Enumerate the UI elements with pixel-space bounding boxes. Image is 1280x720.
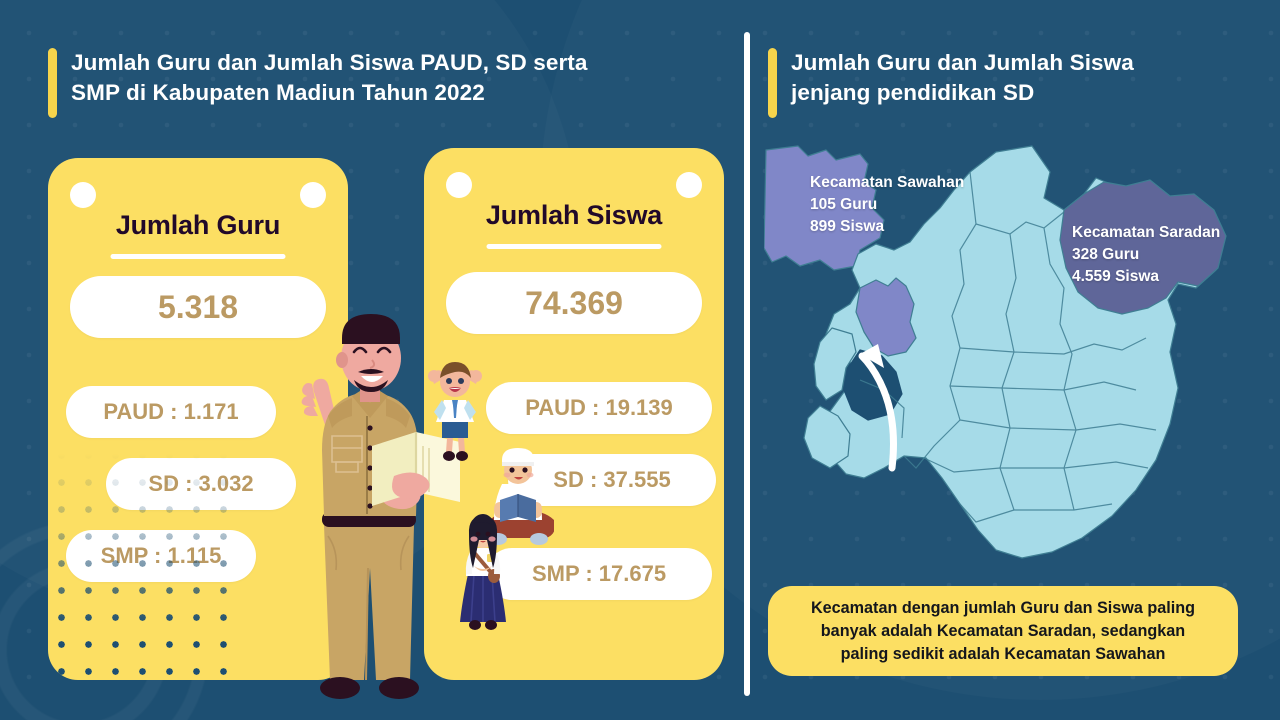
madiun-regency-map xyxy=(764,138,1274,568)
summary-note-box: Kecamatan dengan jumlah Guru dan Siswa p… xyxy=(768,586,1238,676)
card-jumlah-guru: Jumlah Guru 5.318 PAUD : 1.171 SD : 3.03… xyxy=(48,158,348,680)
map-region-sawahan xyxy=(855,277,917,357)
punch-hole-icon xyxy=(70,182,96,208)
card-guru-title: Jumlah Guru xyxy=(115,210,281,240)
map-region-saradan xyxy=(1059,179,1227,315)
accent-bar-icon xyxy=(48,48,57,118)
card-siswa-row-sd: SD : 37.555 xyxy=(508,454,716,506)
card-jumlah-siswa: Jumlah Siswa 74.369 PAUD : 19.139 SD : 3… xyxy=(424,148,724,680)
map-pointer-arrow xyxy=(858,352,897,472)
map-tail-south xyxy=(803,405,851,469)
accent-bar-icon xyxy=(768,48,777,118)
punch-hole-icon xyxy=(676,172,702,198)
map-pointer-arrowhead xyxy=(860,344,884,368)
card-guru-total-value: 5.318 xyxy=(70,276,326,338)
card-siswa-title: Jumlah Siswa xyxy=(485,200,663,230)
panel-divider xyxy=(744,32,750,696)
card-guru-row-smp: SMP : 1.115 xyxy=(66,530,256,582)
card-guru-row-paud: PAUD : 1.171 xyxy=(66,386,276,438)
card-siswa-row-paud: PAUD : 19.139 xyxy=(486,382,712,434)
left-panel-title: Jumlah Guru dan Jumlah Siswa PAUD, SD se… xyxy=(71,50,588,105)
punch-hole-icon xyxy=(446,172,472,198)
punch-hole-icon xyxy=(300,182,326,208)
card-guru-underline xyxy=(110,254,286,259)
map-label-sawahan: Kecamatan Sawahan 105 Guru 899 Siswa xyxy=(810,174,965,235)
card-siswa-underline xyxy=(486,244,662,249)
map-tail-southwest xyxy=(813,327,857,401)
map-region-sawahan-inset xyxy=(764,145,885,271)
card-siswa-row-smp: SMP : 17.675 xyxy=(486,548,712,600)
map-label-saradan: Kecamatan Saradan 328 Guru 4.559 Siswa xyxy=(1072,224,1221,285)
summary-note-text: Kecamatan dengan jumlah Guru dan Siswa p… xyxy=(810,598,1196,663)
card-siswa-total-value: 74.369 xyxy=(446,272,702,334)
right-panel-header: Jumlah Guru dan Jumlah Siswa jenjang pen… xyxy=(768,48,1238,118)
map-svg xyxy=(764,145,1227,559)
right-panel-title: Jumlah Guru dan Jumlah Siswa jenjang pen… xyxy=(791,50,1134,105)
card-guru-row-sd: SD : 3.032 xyxy=(106,458,296,510)
left-panel-header: Jumlah Guru dan Jumlah Siswa PAUD, SD se… xyxy=(48,48,708,118)
